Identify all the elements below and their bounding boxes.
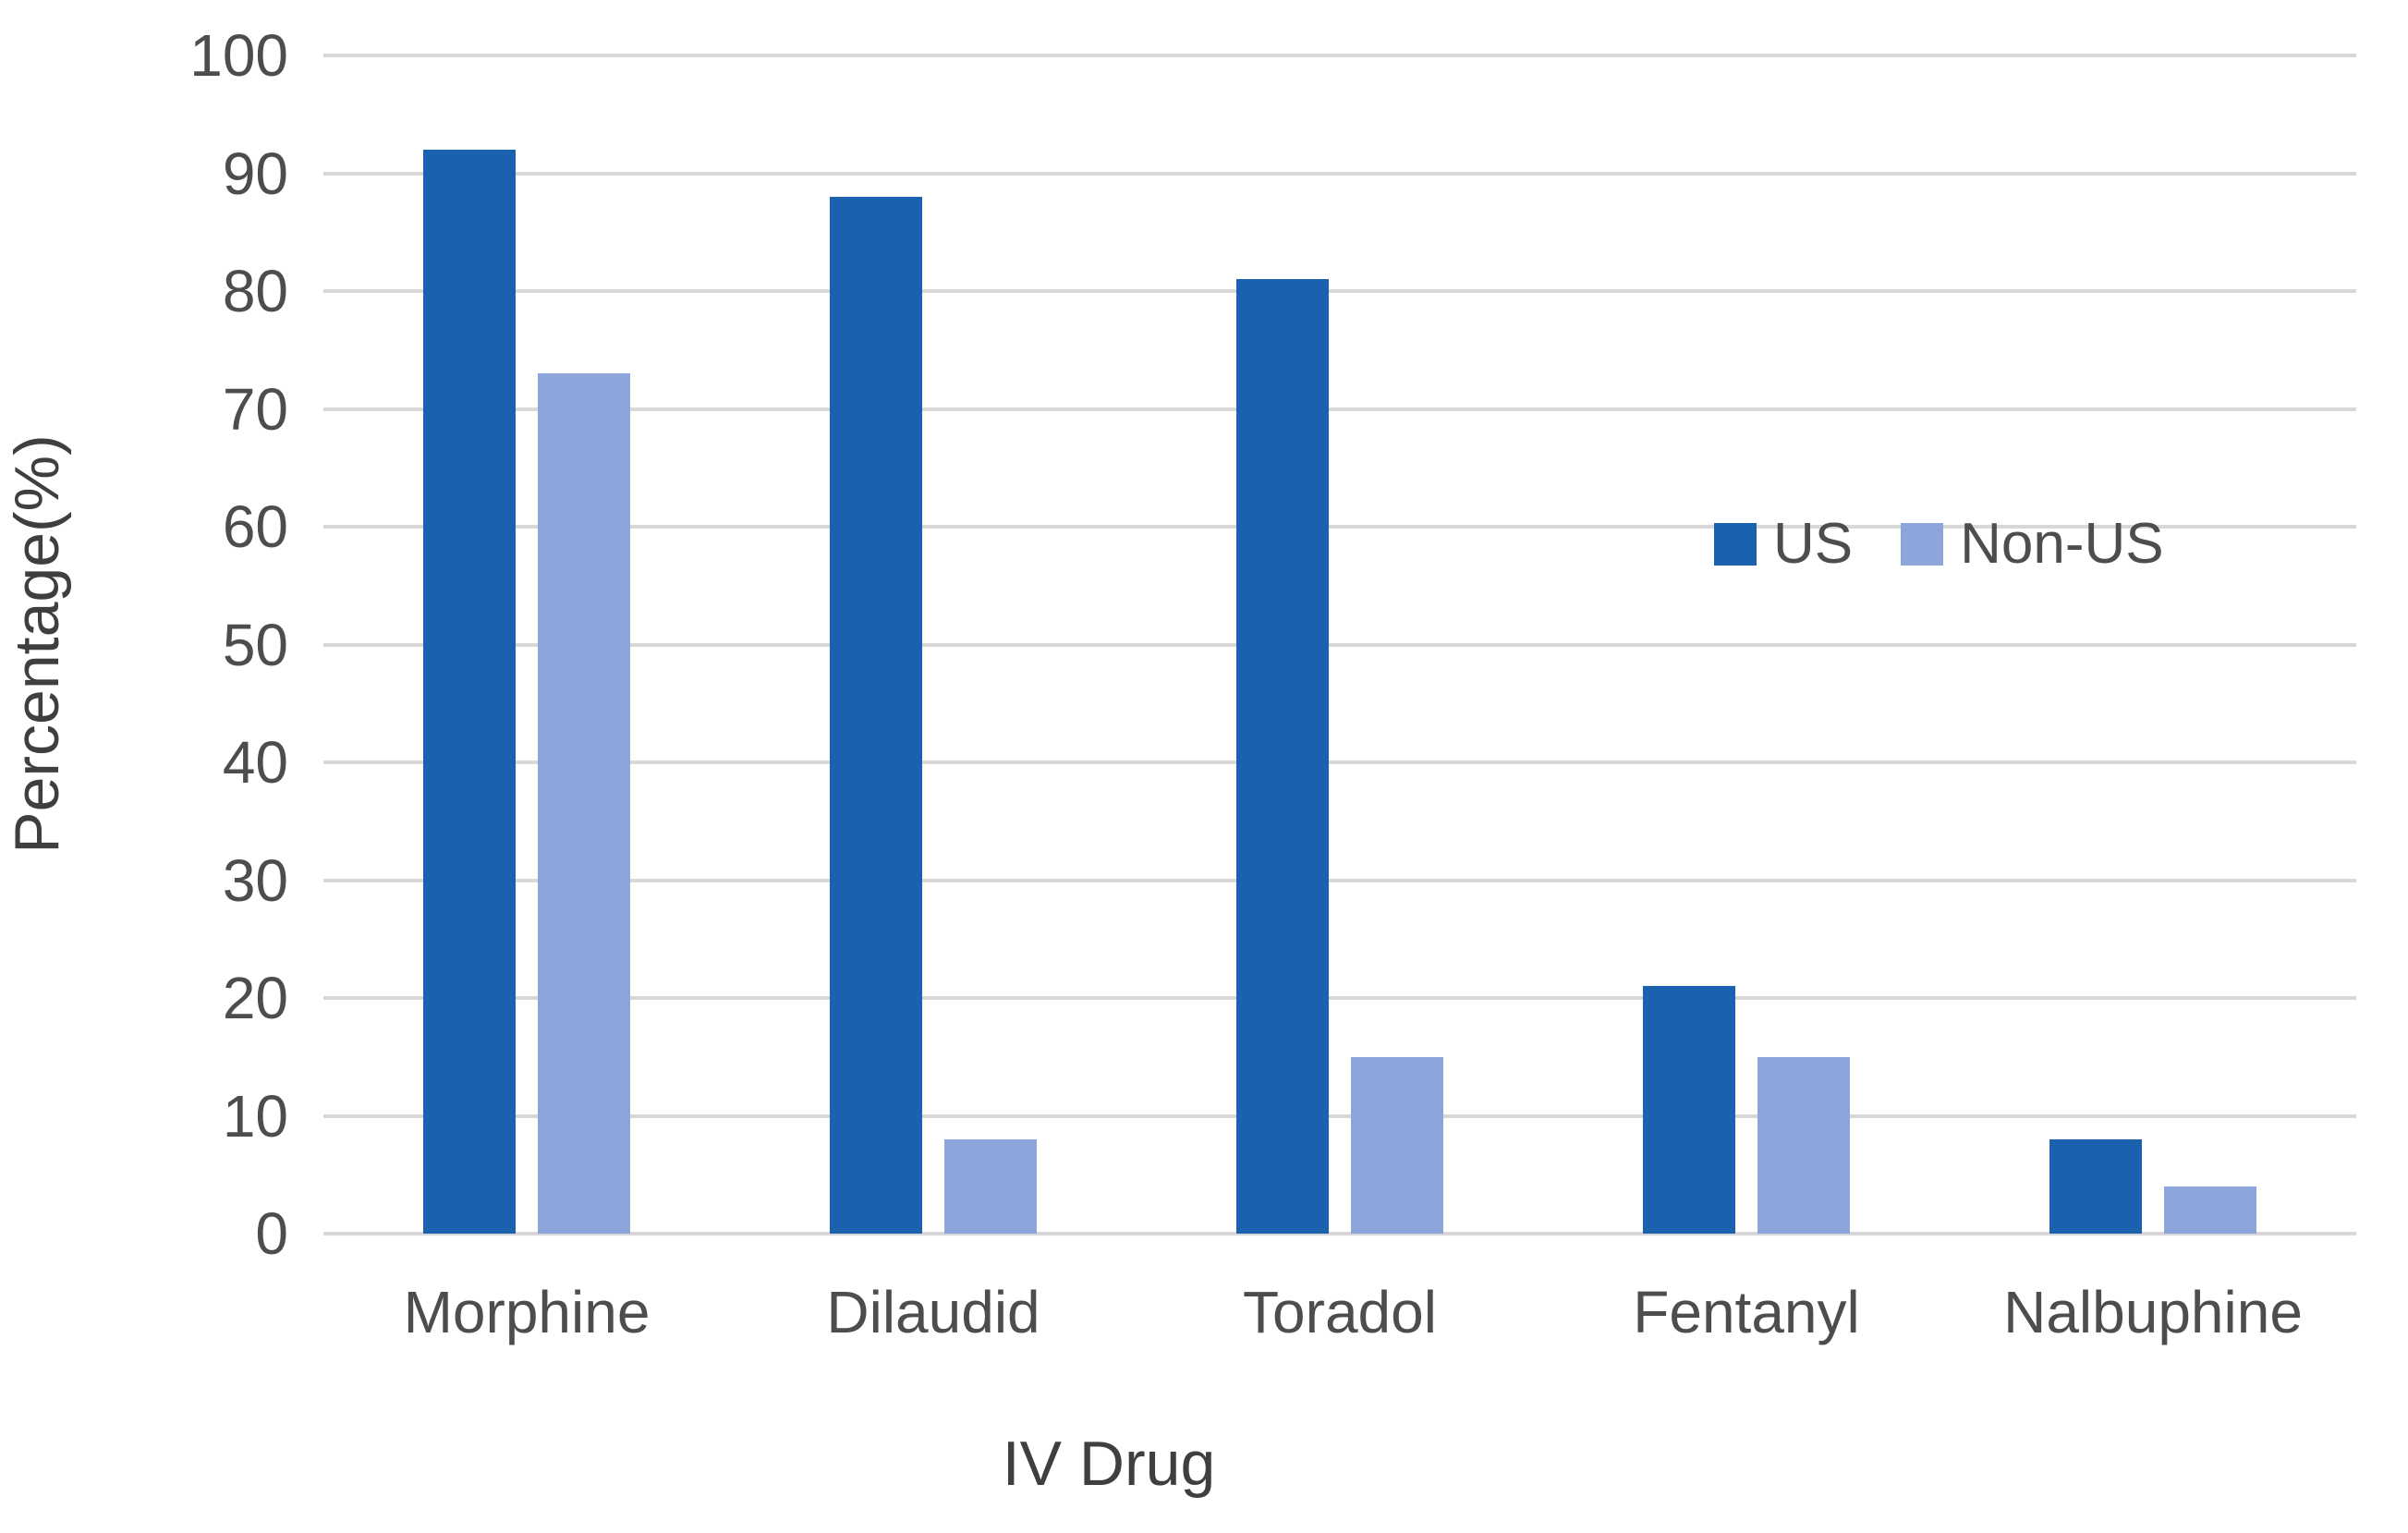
bar-morphine-us (423, 150, 516, 1234)
plot-area (323, 54, 2356, 1235)
gridline-0 (323, 1232, 2356, 1235)
bar-morphine-non-us (538, 373, 630, 1234)
y-tick-label-30: 30 (222, 846, 288, 914)
bar-toradol-non-us (1351, 1056, 1443, 1234)
legend-label-non-us: Non-US (1960, 512, 2164, 576)
gridline-30 (323, 878, 2356, 882)
x-category-label-toradol: Toradol (1243, 1279, 1437, 1345)
legend-item-non-us: Non-US (1901, 516, 2164, 573)
y-axis-tick-labels: 0 10 20 30 40 50 60 70 80 90 100 (0, 26, 288, 1263)
bar-fentanyl-us (1643, 986, 1735, 1234)
y-tick-label-0: 0 (255, 1200, 288, 1267)
legend-item-us: US (1714, 516, 1853, 573)
x-category-label-nalbuphine: Nalbuphine (2003, 1279, 2303, 1345)
bar-toradol-us (1236, 279, 1329, 1234)
legend: US Non-US (1714, 516, 2164, 573)
y-tick-label-10: 10 (222, 1082, 288, 1150)
y-tick-label-80: 80 (222, 258, 288, 324)
bar-nalbuphine-non-us (2164, 1186, 2256, 1234)
x-axis-category-labels: Morphine Dilaudid Toradol Fentanyl Nalbuphin… (323, 1283, 2356, 1357)
legend-label-us: US (1773, 512, 1854, 576)
gridline-10 (323, 1113, 2356, 1118)
gridline-100 (323, 54, 2356, 57)
y-tick-label-60: 60 (222, 493, 288, 560)
gridline-50 (323, 642, 2356, 647)
x-axis-title: IV Drug (1002, 1429, 1216, 1499)
bar-dilaudid-us (830, 197, 922, 1234)
legend-swatch-us (1714, 523, 1757, 566)
gridline-60 (323, 525, 2356, 529)
gridline-70 (323, 407, 2356, 411)
bar-dilaudid-non-us (944, 1139, 1037, 1234)
y-tick-label-40: 40 (222, 729, 288, 796)
x-category-label-dilaudid: Dilaudid (826, 1279, 1040, 1345)
y-tick-label-70: 70 (222, 375, 288, 443)
gridline-40 (323, 760, 2356, 764)
y-tick-label-100: 100 (189, 22, 288, 89)
y-tick-label-50: 50 (222, 611, 288, 678)
bar-fentanyl-non-us (1757, 1056, 1850, 1234)
gridline-80 (323, 289, 2356, 293)
gridline-20 (323, 996, 2356, 1000)
y-tick-label-90: 90 (222, 140, 288, 207)
x-category-label-morphine: Morphine (403, 1279, 651, 1345)
x-category-label-fentanyl: Fentanyl (1633, 1279, 1860, 1345)
gridline-90 (323, 171, 2356, 176)
legend-swatch-non-us (1901, 523, 1944, 566)
y-tick-label-20: 20 (222, 965, 288, 1031)
bar-nalbuphine-us (2049, 1139, 2142, 1234)
